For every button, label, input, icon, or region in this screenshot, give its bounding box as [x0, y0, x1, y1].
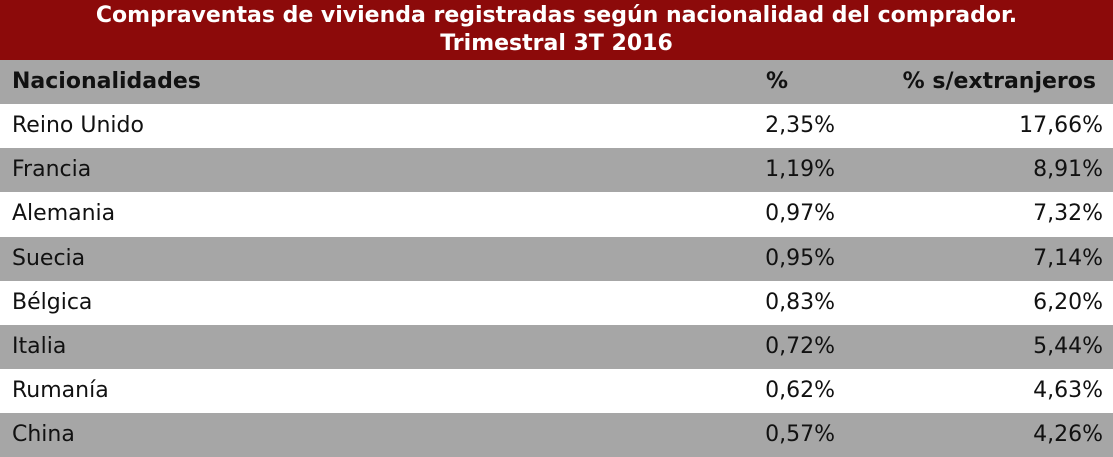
cell: 0,95%	[765, 245, 835, 271]
header-row: Nacionalidades% % s/extranjeros	[0, 60, 1113, 104]
cell: 4,26%	[1033, 422, 1103, 448]
cell: 7,14%	[1033, 245, 1103, 271]
cell: %	[765, 69, 788, 94]
cell: 5,44%	[1033, 334, 1103, 359]
cell: 2,35%	[765, 113, 835, 138]
table-row: Francia 1,19% 8,91%	[0, 148, 1113, 193]
cell: 0,62%	[765, 378, 835, 404]
title-line: Trimestral 3T 2016	[440, 31, 673, 56]
cell: Nacionalidades	[12, 69, 201, 94]
cell: 4,63%	[1033, 378, 1103, 404]
table-row: Alemania 0,97% 7,32%	[0, 192, 1113, 236]
table-row: China 0,57% 4,26%	[0, 413, 1113, 457]
cell: 0,83%	[765, 289, 835, 315]
table-row: Suecia 0,95% 7,14%	[0, 236, 1113, 281]
cell: 7,32%	[1033, 201, 1103, 227]
title-band: Compraventas de vivienda registradas seg…	[0, 0, 1113, 60]
cell: 1,19%	[765, 157, 835, 183]
cell: Rumanía	[12, 378, 109, 404]
cell: 0,97%	[765, 201, 835, 227]
cell: 0,72%	[765, 334, 835, 359]
cell: 8,91%	[1033, 157, 1103, 183]
table-row: Rumanía 0,62% 4,63%	[0, 369, 1113, 413]
cell: Alemania	[12, 201, 116, 227]
cell: 17,66%	[1019, 113, 1103, 138]
cell: Suecia	[12, 245, 86, 271]
cell: Francia	[12, 157, 92, 183]
cell: Italia	[12, 334, 67, 359]
cell: 0,57%	[765, 422, 835, 448]
table-row: Italia 0,72% 5,44%	[0, 325, 1113, 369]
cell: Reino Unido	[12, 113, 144, 138]
cell: China	[12, 422, 75, 448]
table-row: Reino Unido 2,35% 17,66%	[0, 104, 1113, 148]
cell: % s/extranjeros	[902, 69, 1096, 94]
table-row: Bélgica 0,83% 6,20%	[0, 281, 1113, 325]
cell: Bélgica	[12, 289, 93, 315]
title-line: Compraventas de vivienda registradas seg…	[95, 3, 1018, 28]
cell: 6,20%	[1033, 289, 1103, 315]
